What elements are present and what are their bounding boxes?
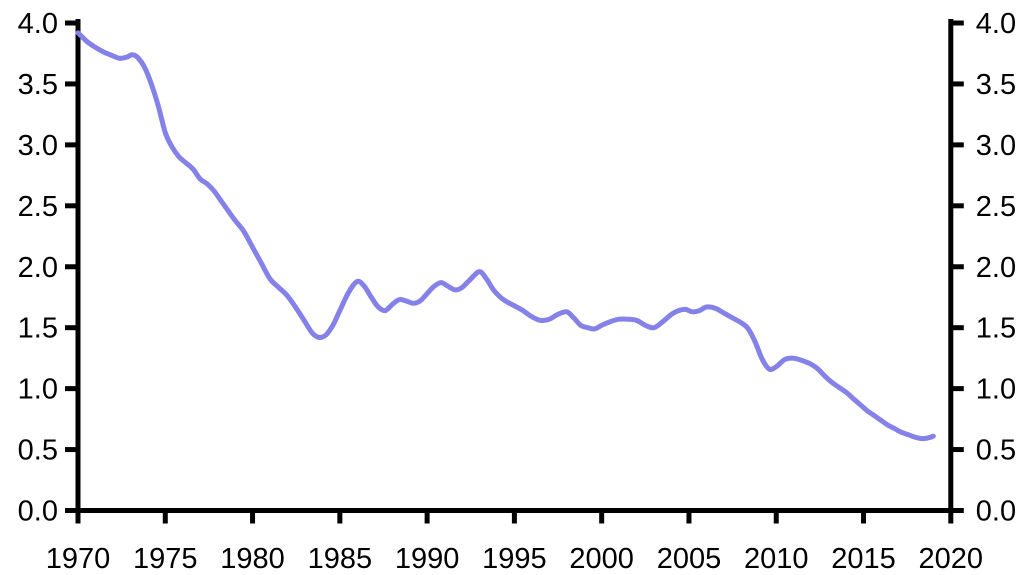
y-tick-label-right: 1.5 [976,313,1016,345]
y-tick-label-right: 2.0 [976,252,1016,284]
x-tick-label: 2005 [657,543,722,575]
x-tick-label: 2020 [919,543,984,575]
x-tick-label: 2010 [744,543,809,575]
x-tick-label: 1975 [133,543,198,575]
y-tick-label-right: 0.0 [976,496,1016,528]
x-tick-label: 1980 [220,543,285,575]
y-tick-label-left: 1.0 [18,374,58,406]
y-tick-label-right: 4.0 [976,8,1016,40]
x-tick-label: 2015 [831,543,896,575]
y-tick-label-left: 0.5 [18,435,58,467]
y-tick-label-left: 2.5 [18,191,58,223]
y-tick-label-left: 2.0 [18,252,58,284]
y-tick-label-left: 3.5 [18,69,58,101]
y-tick-label-left: 4.0 [18,8,58,40]
y-tick-label-right: 1.0 [976,374,1016,406]
y-tick-label-left: 0.0 [18,496,58,528]
x-tick-label: 1970 [46,543,111,575]
x-tick-label: 1985 [308,543,373,575]
data-line [75,30,936,442]
y-tick-label-right: 2.5 [976,191,1016,223]
y-tick-label-right: 3.5 [976,69,1016,101]
x-tick-label: 1990 [395,543,460,575]
y-tick-label-left: 1.5 [18,313,58,345]
y-tick-label-right: 0.5 [976,435,1016,467]
y-tick-label-right: 3.0 [976,130,1016,162]
y-tick-label-left: 3.0 [18,130,58,162]
x-tick-label: 2000 [569,543,634,575]
x-tick-label: 1995 [482,543,547,575]
